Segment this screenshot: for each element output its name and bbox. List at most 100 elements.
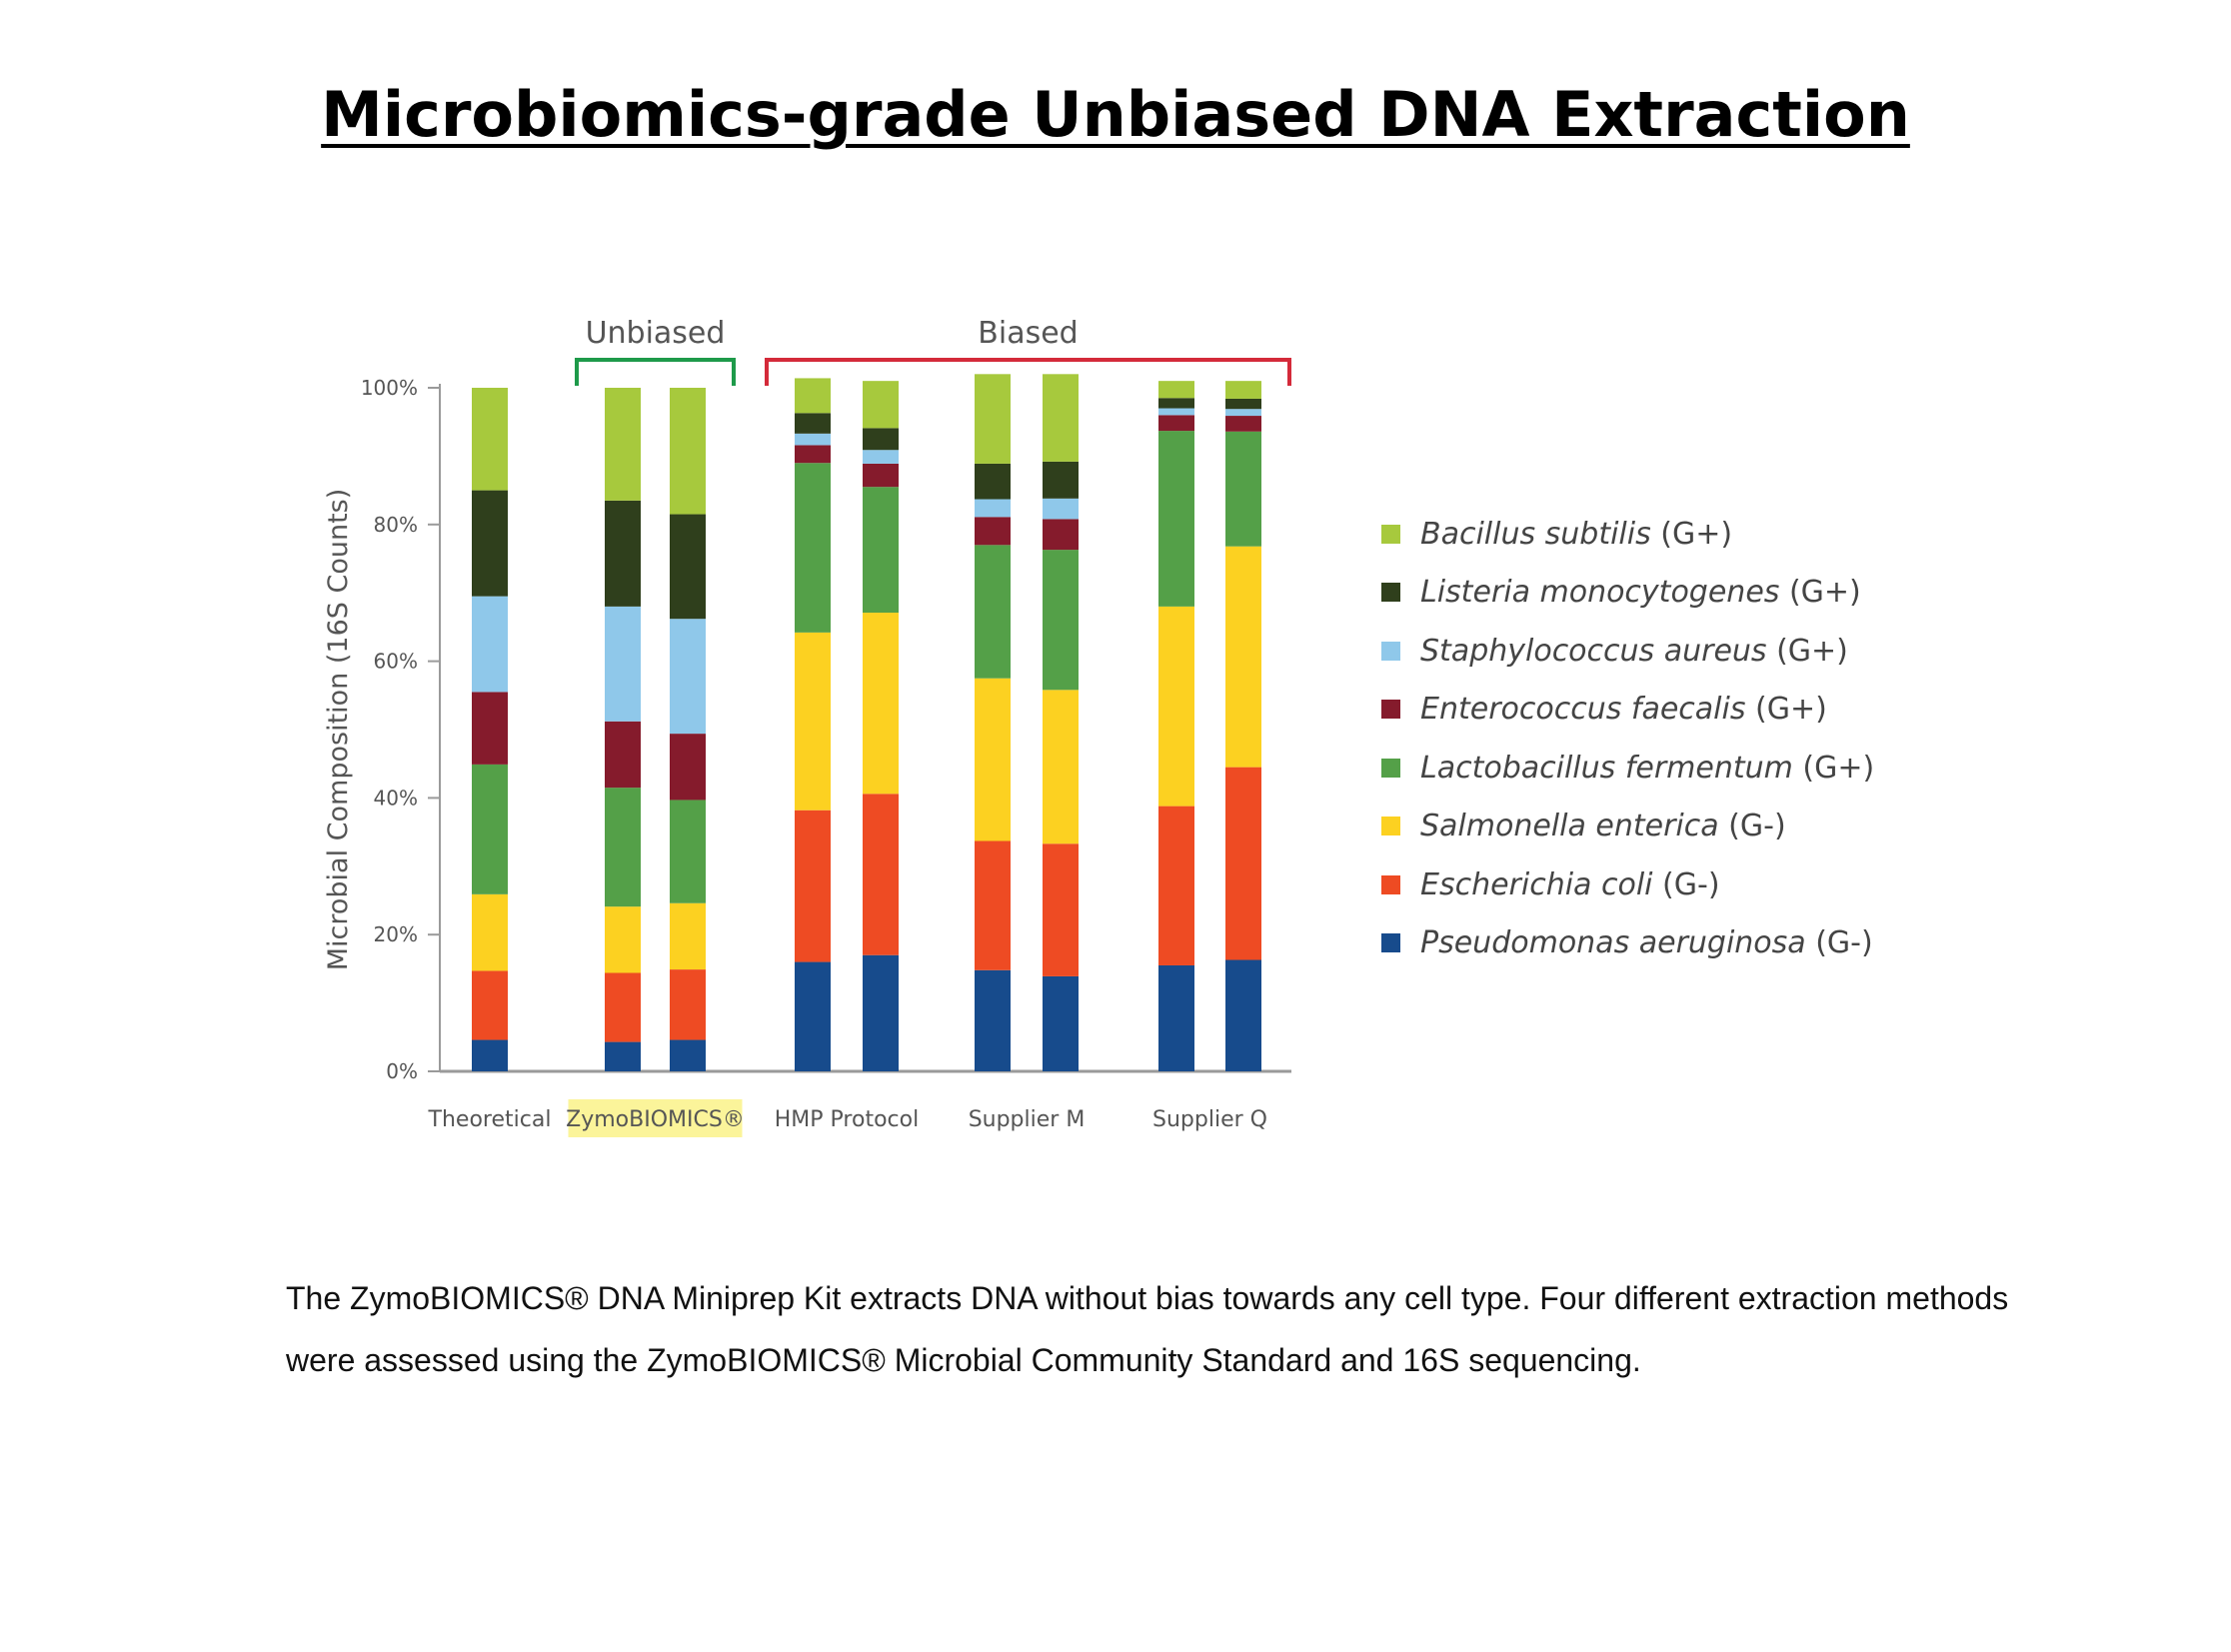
bar-segment-hmp-protocol-2-bacillus-subtilis [863,381,899,429]
bar-segment-supplier-m-1-salmonella-enterica [975,678,1011,841]
legend-gram-stain: (G+) [1779,575,1861,610]
bar-segment-hmp-protocol-1-staphylococcus-aureus [795,433,831,446]
legend-item-pseudomonas-aeruginosa: Pseudomonas aeruginosa (G-) [1381,923,1873,963]
bar-segment-supplier-m-1-escherichia-coli [975,840,1011,970]
bar-segment-supplier-q-2-salmonella-enterica [1225,546,1261,768]
bar-segment-supplier-q-1-enterococcus-faecalis [1158,415,1194,432]
legend-item-escherichia-coli: Escherichia coli (G-) [1381,864,1720,904]
bar-segment-supplier-q-1-listeria-monocytogenes [1158,398,1194,409]
bracket-biased [765,358,1291,386]
x-group-label-theoretical: Theoretical [428,1107,552,1132]
bar-segment-supplier-q-2-listeria-monocytogenes [1225,398,1261,410]
bar-segment-supplier-m-2-bacillus-subtilis [1043,374,1079,462]
page-title-text: Microbiomics-grade Unbiased DNA Extracti… [321,78,1910,151]
bar-segment-zymobiomics-2-escherichia-coli [670,969,706,1040]
bar-segment-theoretical-salmonella-enterica [472,893,508,971]
bar-segment-hmp-protocol-1-salmonella-enterica [795,632,831,811]
legend-label: Enterococcus faecalis (G+) [1420,692,1827,727]
legend-species-name: Escherichia coli [1420,866,1653,902]
bar-segment-supplier-m-2-lactobacillus-fermentum [1043,550,1079,691]
bar-segment-supplier-q-2-pseudomonas-aeruginosa [1225,959,1261,1071]
legend-swatch [1381,817,1400,835]
bar-segment-hmp-protocol-2-pseudomonas-aeruginosa [863,954,899,1071]
legend-gram-stain: (G+) [1650,516,1733,552]
y-tick-label: 20% [374,922,418,946]
bar-segment-theoretical-pseudomonas-aeruginosa [472,1039,508,1071]
x-group-label-supplier-m: Supplier M [969,1107,1086,1132]
bar-segment-supplier-m-1-staphylococcus-aureus [975,499,1011,518]
bar-segment-zymobiomics-1-listeria-monocytogenes [605,500,641,607]
legend-label: Listeria monocytogenes (G+) [1420,575,1861,610]
bar-segment-supplier-q-2-bacillus-subtilis [1225,381,1261,399]
legend-label: Salmonella enterica (G-) [1420,809,1786,843]
bar-segment-hmp-protocol-1-enterococcus-faecalis [795,445,831,464]
y-axis-label: Microbial Composition (16S Counts) [323,489,354,971]
bar-segment-zymobiomics-1-salmonella-enterica [605,906,641,973]
legend-species-name: Salmonella enterica [1420,809,1719,843]
y-tick-label: 60% [374,650,418,674]
bar-segment-hmp-protocol-2-enterococcus-faecalis [863,463,899,488]
bar-segment-hmp-protocol-1-pseudomonas-aeruginosa [795,961,831,1071]
bar-segment-zymobiomics-1-pseudomonas-aeruginosa [605,1041,641,1071]
bar-segment-supplier-q-2-lactobacillus-fermentum [1225,431,1261,547]
bar-segment-theoretical-enterococcus-faecalis [472,692,508,765]
legend-swatch [1381,524,1400,544]
bar-segment-supplier-m-1-pseudomonas-aeruginosa [975,969,1011,1071]
legend-species-name: Enterococcus faecalis [1420,692,1746,727]
bar-segment-theoretical-listeria-monocytogenes [472,490,508,597]
legend-gram-stain: (G+) [1766,633,1848,669]
bar-segment-hmp-protocol-2-salmonella-enterica [863,613,899,795]
bar-segment-hmp-protocol-2-escherichia-coli [863,794,899,955]
bar-segment-supplier-q-1-salmonella-enterica [1158,606,1194,807]
legend-label: Escherichia coli (G-) [1420,867,1720,902]
bracket-label-unbiased: Unbiased [586,316,726,351]
legend-species-name: Bacillus subtilis [1420,516,1651,552]
bar-segment-zymobiomics-1-lactobacillus-fermentum [605,788,641,907]
bar-segment-supplier-q-2-staphylococcus-aureus [1225,409,1261,417]
legend-item-salmonella-enterica: Salmonella enterica (G-) [1381,807,1786,846]
legend-item-listeria-monocytogenes: Listeria monocytogenes (G+) [1381,573,1861,613]
legend-label: Staphylococcus aureus (G+) [1420,634,1848,669]
bar-segment-theoretical-bacillus-subtilis [472,388,508,491]
bar-segment-supplier-m-2-enterococcus-faecalis [1043,519,1079,551]
legend-item-lactobacillus-fermentum: Lactobacillus fermentum (G+) [1381,748,1874,788]
bar-segment-supplier-q-2-enterococcus-faecalis [1225,416,1261,432]
bar-segment-zymobiomics-2-enterococcus-faecalis [670,734,706,801]
legend-swatch [1381,583,1400,602]
x-group-label-zymobiomics: ZymoBIOMICS® [566,1107,745,1132]
bar-segment-zymobiomics-2-pseudomonas-aeruginosa [670,1039,706,1071]
bar-segment-supplier-m-1-listeria-monocytogenes [975,463,1011,500]
bar-segment-supplier-q-1-escherichia-coli [1158,806,1194,965]
y-tick-label: 80% [374,513,418,537]
x-group-label-supplier-q: Supplier Q [1152,1107,1267,1132]
y-tick-label: 0% [386,1059,418,1083]
bar-segment-supplier-q-1-pseudomonas-aeruginosa [1158,964,1194,1071]
legend-item-enterococcus-faecalis: Enterococcus faecalis (G+) [1381,690,1827,730]
bar-segment-zymobiomics-2-lactobacillus-fermentum [670,800,706,903]
x-group-label-hmp-protocol: HMP Protocol [775,1107,919,1132]
bar-segment-supplier-m-2-pseudomonas-aeruginosa [1043,975,1079,1071]
bar-segment-hmp-protocol-1-listeria-monocytogenes [795,413,831,434]
bar-segment-hmp-protocol-2-lactobacillus-fermentum [863,487,899,614]
legend-gram-stain: (G+) [1792,750,1875,786]
bar-segment-supplier-q-1-bacillus-subtilis [1158,381,1194,399]
legend-swatch [1381,933,1400,952]
y-tick-label: 40% [374,786,418,810]
bar-segment-hmp-protocol-2-staphylococcus-aureus [863,450,899,464]
labels-layer: 0% 20% 40% 60% 80% 100% Microbial Composition … [323,376,1267,1137]
bracket-label-biased: Biased [978,316,1078,351]
legend-gram-stain: (G-) [1718,809,1786,843]
bars-layer [472,374,1261,1071]
bar-segment-supplier-m-2-escherichia-coli [1043,843,1079,976]
bar-segment-hmp-protocol-1-lactobacillus-fermentum [795,463,831,633]
legend-swatch [1381,641,1400,661]
bar-segment-theoretical-lactobacillus-fermentum [472,764,508,894]
legend-species-name: Listeria monocytogenes [1420,575,1780,610]
bar-segment-supplier-m-2-listeria-monocytogenes [1043,461,1079,499]
y-tick-label: 100% [361,376,418,400]
legend-species-name: Pseudomonas aeruginosa [1420,925,1806,960]
bar-segment-supplier-m-1-lactobacillus-fermentum [975,545,1011,679]
caption: The ZymoBIOMICS® DNA Miniprep Kit extrac… [286,1280,2009,1378]
page-title: Microbiomics-grade Unbiased DNA Extracti… [0,78,2231,151]
